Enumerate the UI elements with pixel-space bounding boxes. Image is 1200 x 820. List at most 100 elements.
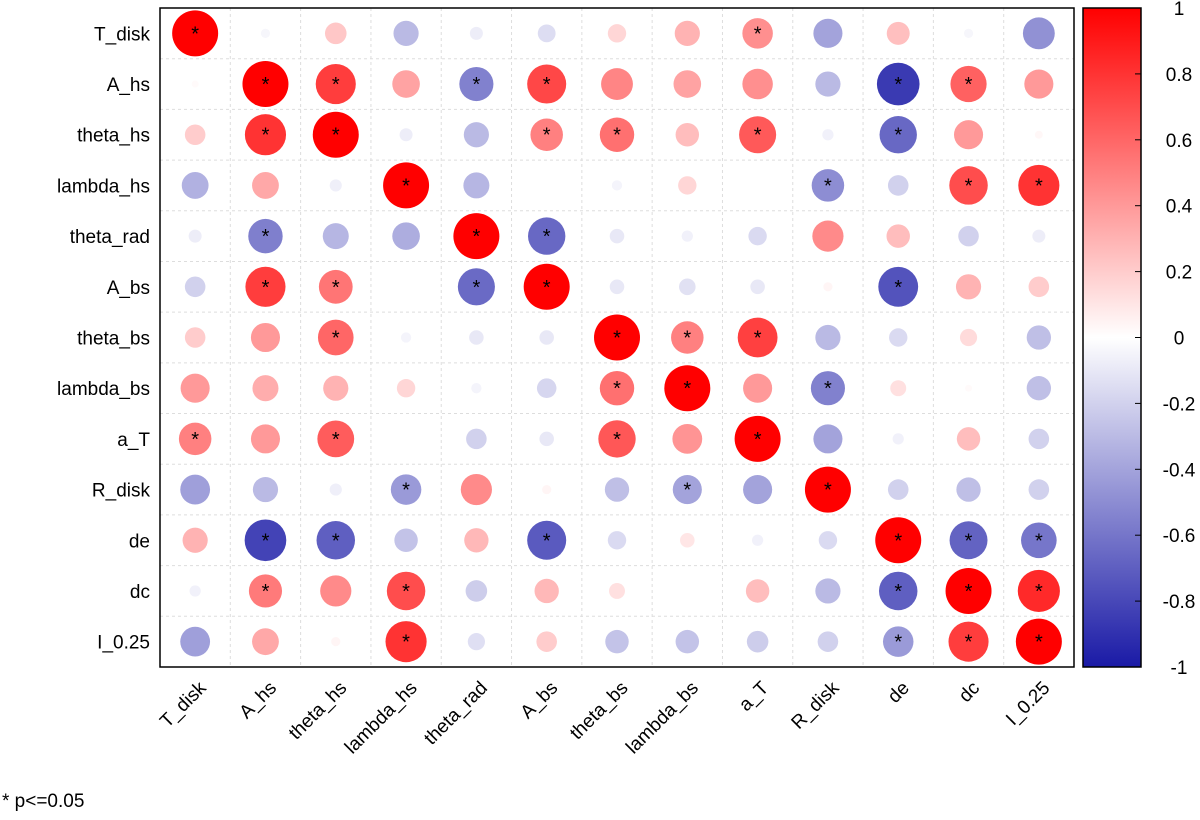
- corr-circle-dc-a-bs: [534, 578, 559, 604]
- column-label-lambda-bs: lambda_bs: [622, 678, 703, 759]
- corr-circle-a-t-a-bs: [539, 431, 554, 447]
- corr-circle-lambda-hs-dc: [949, 166, 988, 205]
- corr-circle-a-hs-r-disk: [815, 71, 841, 97]
- colorbar-tick-label: 1: [1174, 0, 1185, 20]
- corr-circle-a-hs-i-0-25: [1024, 69, 1054, 99]
- significance-star: *: [965, 632, 973, 654]
- colorbar-tick-label: 0.6: [1166, 131, 1192, 152]
- column-label-theta-bs: theta_bs: [566, 678, 632, 744]
- significance-star: *: [894, 125, 902, 147]
- row-label-theta-bs: theta_bs: [77, 329, 150, 350]
- plot-frame: [159, 7, 1075, 668]
- corr-circle-theta-hs-theta-hs: [312, 111, 359, 158]
- corr-circle-lambda-hs-theta-rad: [463, 172, 490, 199]
- corr-circle-theta-hs-de: [879, 116, 917, 154]
- significance-star: *: [824, 480, 832, 502]
- row-labels: T_disk A_hs theta_hs lambda_hs theta_rad A_bs…: [57, 24, 150, 653]
- corr-circle-lambda-bs-a-bs: [536, 378, 557, 398]
- significance-markers: * * * * * * * * * * * * * * * * * * * * * * * * * * * * * * * * * * * * * * * *…: [191, 23, 1043, 653]
- corr-circle-i-0-25-i-0-25: [1015, 618, 1062, 665]
- colorbar-tick-label: 0.2: [1166, 263, 1192, 284]
- corr-circle-theta-rad-de: [886, 224, 910, 248]
- significance-star: *: [754, 328, 762, 350]
- row-label-a-t: a_T: [117, 430, 150, 451]
- corr-circle-a-t-lambda-bs: [672, 423, 703, 454]
- significance-star: *: [1035, 581, 1043, 603]
- corr-circle-a-t-lambda-hs: [402, 435, 410, 443]
- significance-star: *: [965, 530, 973, 552]
- corr-circle-theta-rad-dc: [958, 225, 979, 247]
- significance-star: *: [472, 226, 480, 248]
- corr-circle-theta-bs-theta-hs: [317, 319, 354, 356]
- corr-circle-r-disk-theta-rad: [460, 473, 492, 506]
- significance-star: *: [824, 175, 832, 197]
- corr-circle-lambda-hs-r-disk: [811, 169, 845, 202]
- corr-circle-lambda-bs-lambda-bs: [664, 365, 711, 412]
- corr-circle-theta-rad-theta-bs: [609, 228, 625, 244]
- corr-circle-t-disk-lambda-bs: [674, 20, 700, 46]
- corr-circle-a-bs-a-t: [750, 279, 765, 295]
- significance-star: *: [894, 277, 902, 299]
- corr-circle-r-disk-a-bs: [542, 484, 552, 495]
- corr-circle-i-0-25-theta-hs: [331, 637, 341, 647]
- corr-circle-a-hs-a-bs: [527, 64, 567, 104]
- corr-circle-lambda-bs-de: [890, 380, 907, 397]
- corr-circle-theta-hs-t-disk: [184, 124, 206, 146]
- corr-circle-theta-hs-theta-bs: [599, 117, 635, 152]
- corr-circle-theta-rad-r-disk: [812, 220, 844, 252]
- corr-circle-a-bs-t-disk: [184, 276, 206, 298]
- corr-circle-dc-theta-bs: [609, 582, 625, 599]
- corr-circle-lambda-bs-a-t: [743, 373, 773, 403]
- corr-circle-a-bs-a-hs: [245, 266, 286, 307]
- corr-circle-t-disk-a-bs: [537, 24, 556, 43]
- corr-circle-dc-dc: [945, 567, 992, 614]
- significance-star: *: [402, 581, 410, 603]
- corr-circle-a-hs-a-hs: [242, 61, 289, 108]
- corr-circle-i-0-25-theta-rad: [467, 633, 485, 651]
- corr-circle-i-0-25-a-bs: [536, 631, 557, 652]
- corr-circle-i-0-25-a-hs: [252, 628, 279, 656]
- significance-star: *: [332, 125, 340, 147]
- significance-star: *: [754, 125, 762, 147]
- significance-star: *: [1035, 530, 1043, 552]
- corr-circle-lambda-hs-a-bs: [543, 181, 551, 189]
- corr-circle-r-disk-lambda-bs: [672, 475, 702, 505]
- corr-circle-a-t-a-hs: [250, 424, 281, 454]
- column-label-t-disk: T_disk: [156, 677, 211, 732]
- significance-star: *: [402, 480, 410, 502]
- corr-circle-a-bs-theta-rad: [457, 268, 495, 306]
- corr-circle-dc-theta-hs: [320, 575, 352, 607]
- corr-circle-theta-rad-t-disk: [188, 229, 202, 243]
- corr-circle-a-bs-lambda-hs: [402, 283, 410, 291]
- corr-circle-lambda-hs-lambda-hs: [383, 162, 430, 209]
- corr-circle-lambda-bs-i-0-25: [1026, 376, 1052, 401]
- corr-circle-a-hs-a-t: [742, 68, 773, 100]
- column-label-r-disk: R_disk: [788, 677, 844, 733]
- corr-circle-theta-bs-a-t: [737, 317, 778, 358]
- significance-star: *: [332, 328, 340, 350]
- corr-circle-lambda-hs-lambda-bs: [678, 176, 697, 195]
- colorbar-tick-label: 0.8: [1166, 65, 1192, 86]
- corr-circle-theta-rad-theta-rad: [453, 213, 500, 260]
- row-label-r-disk: R_disk: [92, 481, 151, 502]
- significance-star: *: [472, 74, 480, 96]
- corr-circle-t-disk-theta-bs: [607, 24, 627, 43]
- corr-circle-i-0-25-lambda-bs: [675, 629, 700, 654]
- corr-circle-theta-hs-dc: [953, 120, 984, 150]
- corr-circle-i-0-25-dc: [948, 621, 989, 662]
- correlation-cells: [172, 10, 1062, 665]
- corr-circle-dc-theta-rad: [465, 580, 488, 602]
- colorbar-gradient: [1082, 7, 1142, 668]
- corr-circle-de-a-bs: [527, 520, 567, 560]
- significance-star: *: [1035, 632, 1043, 654]
- significance-star: *: [894, 581, 902, 603]
- corr-circle-theta-rad-i-0-25: [1032, 229, 1046, 243]
- significance-star: *: [894, 530, 902, 552]
- significance-star: *: [262, 277, 270, 299]
- corr-circle-a-t-t-disk: [178, 422, 212, 456]
- corr-circle-a-bs-theta-hs: [318, 269, 353, 304]
- corr-circle-a-hs-theta-bs: [601, 68, 633, 100]
- colorbar-tick-label: -0.6: [1163, 526, 1196, 547]
- corr-circle-a-bs-dc: [955, 274, 982, 300]
